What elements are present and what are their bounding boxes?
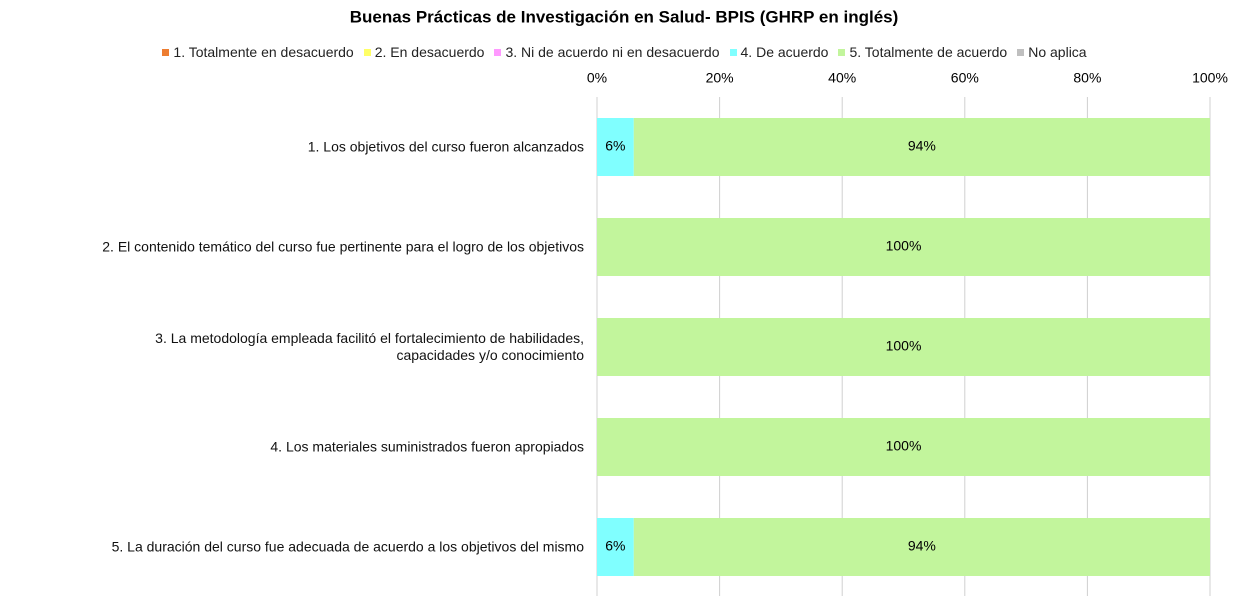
legend-label: 1. Totalmente en desacuerdo xyxy=(173,44,354,60)
legend-label: 2. En desacuerdo xyxy=(374,44,485,60)
bar-segment xyxy=(633,118,1210,176)
legend-swatch xyxy=(363,48,371,56)
category-label: 5. La duración del curso fue adecuada de… xyxy=(111,538,584,555)
bar-segment xyxy=(597,518,634,576)
legend-label: 4. De acuerdo xyxy=(740,44,829,60)
legend-item: No aplica xyxy=(1017,44,1087,60)
category-label: 3. La metodología empleada facilitó el f… xyxy=(155,330,584,363)
x-tick-label: 0% xyxy=(587,70,607,86)
data-label: 100% xyxy=(886,438,922,454)
legend-swatch xyxy=(1017,48,1025,56)
category-label: 2. El contenido temático del curso fue p… xyxy=(102,238,584,255)
legend-swatch xyxy=(729,48,737,56)
x-tick-label: 80% xyxy=(1073,70,1101,86)
legend-item: 2. En desacuerdo xyxy=(363,44,485,60)
bar-segment xyxy=(597,318,1210,376)
chart-title: Buenas Prácticas de Investigación en Sal… xyxy=(350,7,899,26)
x-tick-label: 100% xyxy=(1192,70,1228,86)
data-label: 100% xyxy=(886,238,922,254)
legend-item: 1. Totalmente en desacuerdo xyxy=(162,44,354,60)
bar-segment xyxy=(597,118,634,176)
bar-segment xyxy=(597,418,1210,476)
legend-item: 3. Ni de acuerdo ni en desacuerdo xyxy=(494,44,720,60)
legend-item: 4. De acuerdo xyxy=(729,44,829,60)
bar-segment xyxy=(633,518,1210,576)
data-label: 94% xyxy=(908,538,936,554)
legend-swatch xyxy=(838,48,846,56)
bar-segment xyxy=(597,218,1210,276)
data-label: 6% xyxy=(605,538,625,554)
x-tick-label: 60% xyxy=(951,70,979,86)
x-tick-label: 40% xyxy=(828,70,856,86)
category-label: 4. Los materiales suministrados fueron a… xyxy=(270,438,584,455)
data-label: 6% xyxy=(605,138,625,154)
legend-item: 5. Totalmente de acuerdo xyxy=(838,44,1007,60)
legend: 1. Totalmente en desacuerdo 2. En desacue… xyxy=(0,44,1249,60)
legend-label: 5. Totalmente de acuerdo xyxy=(849,44,1008,60)
data-label: 94% xyxy=(908,138,936,154)
data-label: 100% xyxy=(886,338,922,354)
legend-label: 3. Ni de acuerdo ni en desacuerdo xyxy=(505,44,720,60)
legend-label: No aplica xyxy=(1028,44,1087,60)
legend-swatch xyxy=(162,48,170,56)
category-label: 1. Los objetivos del curso fueron alcanz… xyxy=(307,138,584,155)
x-tick-label: 20% xyxy=(706,70,734,86)
legend-swatch xyxy=(494,48,502,56)
